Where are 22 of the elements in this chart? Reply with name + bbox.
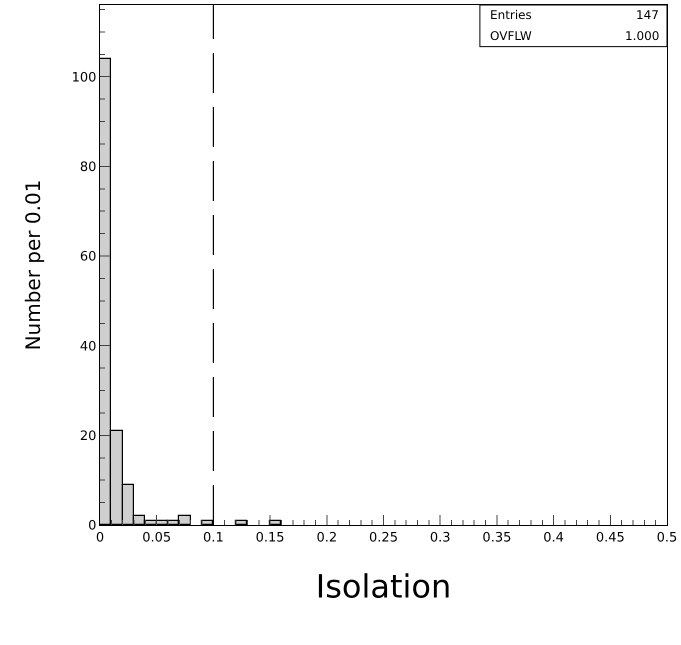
y-tick-label: 60: [80, 250, 96, 265]
annotation: OVFLW: [490, 29, 532, 43]
x-tick-label: 0.05: [142, 530, 172, 546]
x-tick-label: 0.45: [596, 530, 625, 546]
x-axis-title: Isolation: [316, 568, 452, 606]
y-tick-label: 80: [80, 160, 96, 175]
annotation: 1.000: [625, 29, 660, 43]
y-tick-label: 20: [80, 428, 96, 444]
annotation: Entries: [490, 8, 532, 22]
x-tick-label: 0.15: [256, 530, 285, 546]
x-tick-label: 0.35: [482, 530, 512, 546]
x-tick-label: 0.4: [543, 530, 564, 546]
y-tick-label: 40: [80, 339, 96, 354]
y-tick-label: 0: [88, 518, 96, 534]
x-tick-label: 0.2: [316, 530, 338, 546]
x-tick-label: 0.3: [430, 530, 451, 546]
y-tick-label: 100: [72, 70, 96, 86]
x-tick-label: 0.5: [656, 530, 678, 546]
annotation: 147: [636, 8, 659, 22]
y-axis-title: Number per 0.01: [21, 180, 46, 350]
x-tick-label: 0.1: [203, 530, 224, 546]
x-tick-label: 0.25: [369, 530, 398, 546]
